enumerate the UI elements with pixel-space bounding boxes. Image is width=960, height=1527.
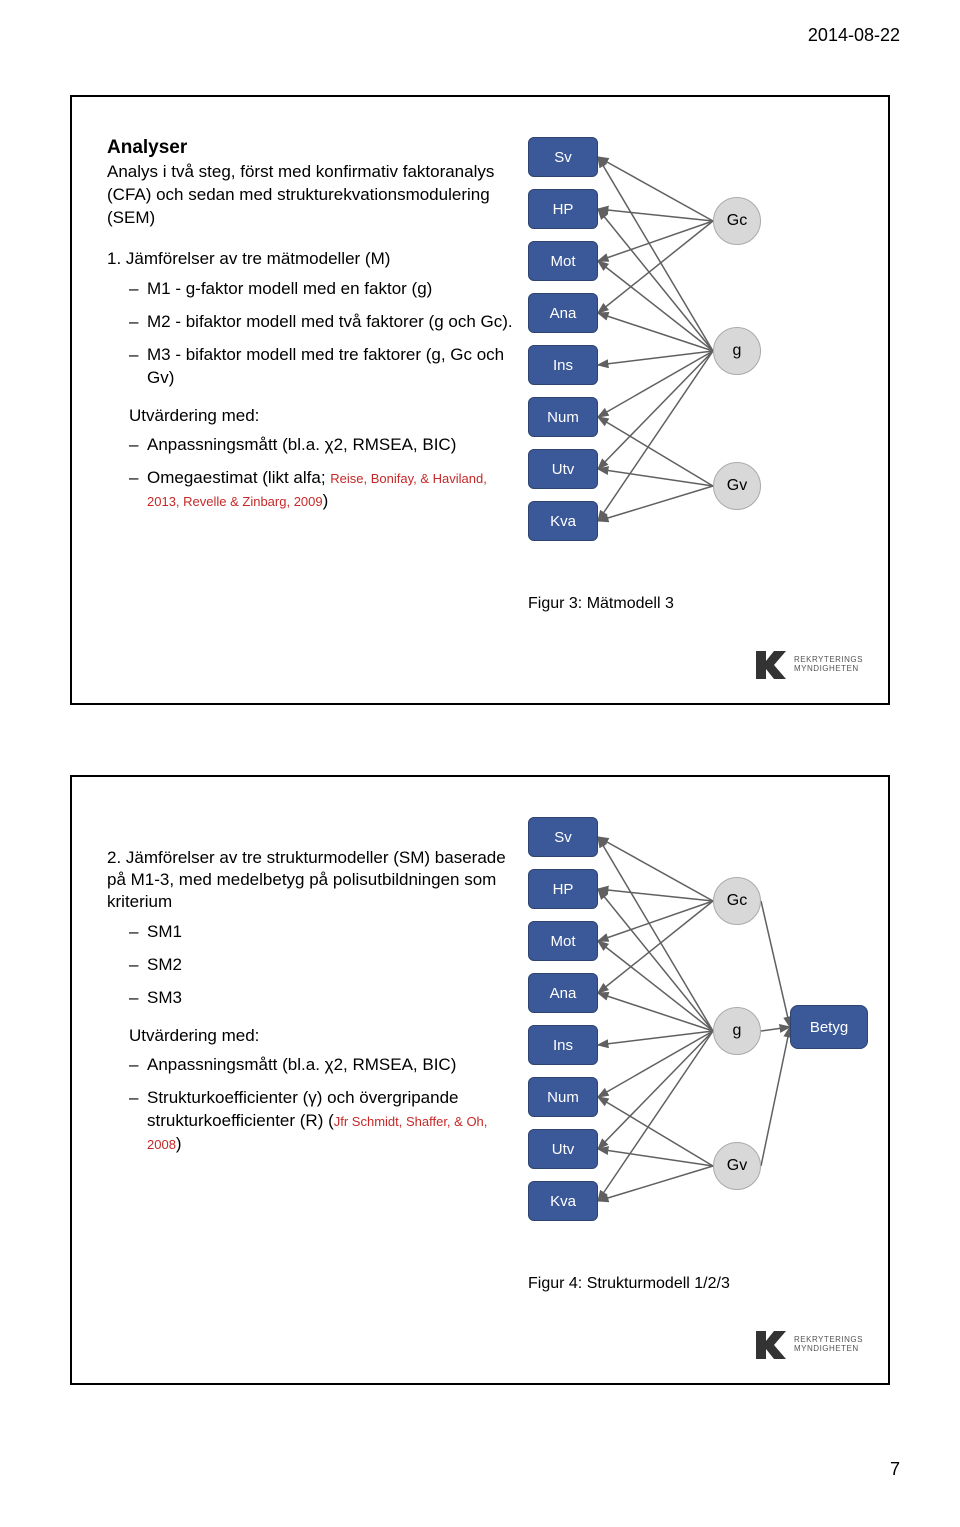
page-number: 7 [890,1459,900,1480]
figure-4-caption: Figur 4: Strukturmodell 1/2/3 [528,1275,730,1293]
page: 2014-08-22 7 Analyser Analys i två steg,… [0,0,960,1495]
indicator-kva: Kva [528,501,598,541]
indicator-utv: Utv [528,1129,598,1169]
latent-gv: Gv [713,1142,761,1190]
list-item: Omegaestimat (likt alfa; Reise, Bonifay,… [129,467,518,513]
header-date: 2014-08-22 [808,25,900,46]
latent-g: g [713,1007,761,1055]
latent-gc: Gc [713,197,761,245]
list-item: M2 - bifaktor modell med två faktorer (g… [129,311,518,334]
list-item: Anpassningsmått (bl.a. χ2, RMSEA, BIC) [129,434,518,457]
slide-1-title: Analyser [107,137,518,159]
slide-1-sublist: M1 - g-faktor modell med en faktor (g) M… [107,278,518,390]
indicator-num: Num [528,397,598,437]
indicator-mot: Mot [528,921,598,961]
latent-gv: Gv [713,462,761,510]
list-item: M3 - bifaktor modell med tre faktorer (g… [129,344,518,390]
diagram-measurement-model: Sv HP Mot Ana Ins Num Utv Kva Gc g Gv [528,137,858,617]
list-item: M1 - g-faktor modell med en faktor (g) [129,278,518,301]
list-item: Anpassningsmått (bl.a. χ2, RMSEA, BIC) [129,1054,518,1077]
logo-text: REKRYTERINGSMYNDIGHETEN [794,1336,863,1354]
slide-1-utv-list: Anpassningsmått (bl.a. χ2, RMSEA, BIC) O… [107,434,518,513]
list-item: SM3 [129,987,518,1010]
logo: REKRYTERINGSMYNDIGHETEN [752,1327,863,1363]
logo-icon [752,1327,788,1363]
figure-3-caption: Figur 3: Mätmodell 3 [528,595,674,613]
slide-2-utv-list: Anpassningsmått (bl.a. χ2, RMSEA, BIC) S… [107,1054,518,1156]
slide-1-text: Analyser Analys i två steg, först med ko… [107,137,528,683]
slide-1-utv-header: Utvärdering med: [107,406,518,426]
list-item: SM1 [129,921,518,944]
logo-text: REKRYTERINGSMYNDIGHETEN [794,656,863,674]
indicator-ana: Ana [528,973,598,1013]
slide-2-text: 2. Jämförelser av tre strukturmodeller (… [107,817,528,1363]
slide-1: Analyser Analys i två steg, först med ko… [70,95,890,705]
slide-2: 2. Jämförelser av tre strukturmodeller (… [70,775,890,1385]
indicator-sv: Sv [528,137,598,177]
indicator-hp: HP [528,189,598,229]
latent-gc: Gc [713,877,761,925]
slide-2-utv-header: Utvärdering med: [107,1026,518,1046]
diagram-structural-model: SvHPMotAnaInsNumUtvKvaGcgGvBetyg [528,817,858,1297]
indicator-ins: Ins [528,1025,598,1065]
indicator-ins: Ins [528,345,598,385]
indicator-ana: Ana [528,293,598,333]
slide-1-item-1: 1. Jämförelser av tre mätmodeller (M) [107,248,518,270]
latent-g: g [713,327,761,375]
list-item: SM2 [129,954,518,977]
slide-2-item: 2. Jämförelser av tre strukturmodeller (… [107,847,518,913]
indicator-num: Num [528,1077,598,1117]
slide-1-subtitle: Analys i två steg, först med konfirmativ… [107,161,518,230]
logo-icon [752,647,788,683]
slide-1-diagram-area: Sv HP Mot Ana Ins Num Utv Kva Gc g Gv Figur 3: Mät… [528,137,858,683]
indicator-kva: Kva [528,1181,598,1221]
indicator-hp: HP [528,869,598,909]
indicator-utv: Utv [528,449,598,489]
logo: REKRYTERINGSMYNDIGHETEN [752,647,863,683]
slide-2-diagram-area: SvHPMotAnaInsNumUtvKvaGcgGvBetyg Figur 4… [528,817,858,1363]
slide-2-sublist: SM1 SM2 SM3 [107,921,518,1010]
list-item: Strukturkoefficienter (γ) och övergripan… [129,1087,518,1156]
indicator-sv: Sv [528,817,598,857]
outcome-betyg: Betyg [790,1005,868,1049]
indicator-mot: Mot [528,241,598,281]
